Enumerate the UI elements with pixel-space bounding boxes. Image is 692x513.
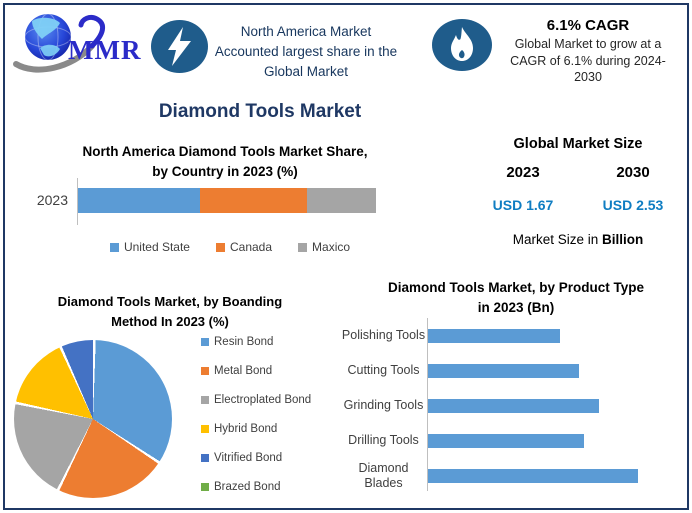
- legend-item-brazed-bond: Brazed Bond: [201, 481, 311, 493]
- category-label: Polishing Tools: [341, 328, 426, 342]
- legend-swatch: [215, 242, 225, 252]
- bar-diamond-blades: [428, 468, 639, 483]
- legend-item-canada: Canada: [215, 240, 273, 254]
- pie-legend: Resin Bond Metal Bond Electroplated Bond Hy…: [201, 336, 311, 493]
- bar-track: [428, 468, 643, 483]
- na-chart-category-label: 2023: [36, 192, 68, 208]
- na-chart-axis-line: [77, 178, 78, 225]
- svg-text:MMR: MMR: [68, 35, 141, 65]
- legend-label: United State: [123, 240, 190, 254]
- bar-track: [428, 433, 643, 448]
- na-stacked-bar: [78, 188, 376, 213]
- market-size-values: USD 1.67 USD 2.53: [468, 197, 688, 213]
- legend-swatch: [109, 242, 119, 252]
- legend-label: Resin Bond: [214, 336, 274, 348]
- legend-swatch: [298, 242, 308, 252]
- bar-cutting-tools: [428, 363, 580, 378]
- legend-label: Hybrid Bond: [214, 423, 278, 435]
- bar-row-grinding-tools: Grinding Tools: [340, 388, 675, 423]
- legend-swatch: [201, 367, 209, 375]
- pie-chart-title: Diamond Tools Market, by Boanding Method…: [57, 294, 283, 329]
- highlight-north-america-text: North America Market Accounted largest s…: [206, 22, 406, 82]
- bar-drilling-tools: [428, 433, 585, 448]
- year-2023: 2023: [506, 164, 540, 181]
- bar-track: [428, 328, 643, 343]
- bonding-pie: [14, 340, 172, 498]
- bar-row-polishing-tools: Polishing Tools: [340, 318, 675, 353]
- legend-label: Canada: [229, 240, 273, 254]
- year-2030: 2030: [616, 164, 650, 181]
- bar-grinding-tools: [428, 398, 600, 413]
- legend-item-metal-bond: Metal Bond: [201, 365, 311, 377]
- stacked-segment-maxico: [307, 188, 376, 213]
- legend-label: Brazed Bond: [214, 481, 281, 493]
- legend-item-electroplated-bond: Electroplated Bond: [201, 394, 311, 406]
- legend-label: Electroplated Bond: [214, 394, 312, 406]
- highlight-line: North America Market: [240, 24, 372, 39]
- legend-item-united-state: United State: [109, 240, 190, 254]
- market-size-note: Market Size in Billion: [512, 232, 644, 247]
- category-label: Cutting Tools: [347, 363, 420, 377]
- market-size-years: 2023 2030: [468, 164, 688, 181]
- legend-label: Vitrified Bond: [214, 452, 283, 464]
- legend-item-hybrid-bond: Hybrid Bond: [201, 423, 311, 435]
- category-label: Diamond Blades: [358, 460, 409, 490]
- na-chart-title: North America Diamond Tools Market Share…: [82, 144, 368, 179]
- lightning-icon: [151, 20, 208, 78]
- legend-swatch: [201, 425, 209, 433]
- bar-row-drilling-tools: Drilling Tools: [340, 423, 675, 458]
- product-rows: Polishing Tools Cutting Tools Grinding Too…: [340, 318, 675, 493]
- legend-swatch: [201, 454, 209, 462]
- flame-icon: [432, 19, 492, 76]
- cagr-description: Global Market to grow at a CAGR of 6.1% …: [510, 37, 666, 84]
- value-2030: USD 2.53: [602, 197, 664, 213]
- highlight-cagr-text: 6.1% CAGR Global Market to grow at a CAG…: [492, 17, 684, 86]
- na-legend: United State Canada Maxico: [70, 240, 390, 254]
- legend-item-resin-bond: Resin Bond: [201, 336, 311, 348]
- market-size-title: Global Market Size: [513, 136, 643, 152]
- category-label: Drilling Tools: [348, 433, 419, 447]
- bar-polishing-tools: [428, 328, 560, 343]
- stacked-segment-united-state: [78, 188, 201, 213]
- value-2023: USD 1.67: [492, 197, 554, 213]
- highlight-line: Accounted largest share in the: [214, 44, 398, 59]
- legend-label: Maxico: [312, 240, 351, 254]
- cagr-title: 6.1% CAGR: [546, 17, 630, 34]
- page-title: Diamond Tools Market: [158, 101, 362, 122]
- highlight-line: Global Market: [263, 64, 349, 79]
- mmr-logo: MMR: [10, 8, 145, 74]
- product-chart-axis-line: [427, 318, 428, 491]
- product-chart-title: Diamond Tools Market, by Product Type in…: [387, 280, 645, 315]
- legend-item-maxico: Maxico: [298, 240, 350, 254]
- bar-row-diamond-blades: Diamond Blades: [340, 458, 675, 493]
- legend-label: Metal Bond: [214, 365, 273, 377]
- legend-swatch: [201, 396, 209, 404]
- bar-track: [428, 398, 643, 413]
- stacked-segment-canada: [200, 188, 308, 213]
- category-label: Grinding Tools: [343, 398, 424, 412]
- legend-swatch: [201, 483, 209, 491]
- globe-logo-graphic: MMR: [13, 13, 141, 73]
- legend-swatch: [201, 338, 209, 346]
- bar-track: [428, 363, 643, 378]
- legend-item-vitrified-bond: Vitrified Bond: [201, 452, 311, 464]
- bar-row-cutting-tools: Cutting Tools: [340, 353, 675, 388]
